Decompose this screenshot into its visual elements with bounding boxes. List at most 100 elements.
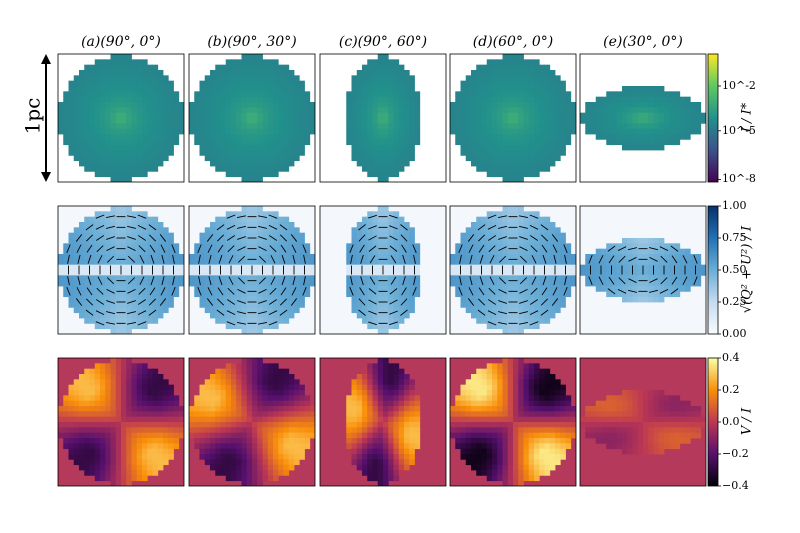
heatmap-cell <box>539 238 545 244</box>
heatmap-cell <box>89 259 96 266</box>
heatmap-cell <box>299 286 305 292</box>
heatmap-cell <box>73 400 80 407</box>
polarization-vector <box>171 286 176 296</box>
polarization-vector <box>671 255 678 264</box>
heatmap-cell <box>220 238 227 244</box>
heatmap-cell <box>388 291 394 298</box>
polarization-vector <box>479 254 484 264</box>
heatmap-cell <box>507 150 514 156</box>
heatmap-cell <box>236 264 242 271</box>
polarization-vector <box>529 321 539 326</box>
heatmap-cell <box>121 54 127 60</box>
heatmap-cell <box>168 280 174 287</box>
heatmap-cell <box>695 275 702 282</box>
heatmap-cell <box>194 432 200 439</box>
heatmap-cell <box>590 102 597 108</box>
heatmap-cell <box>377 118 384 124</box>
heatmap-cell <box>115 470 122 476</box>
heatmap-cell <box>252 216 258 223</box>
heatmap-cell <box>372 139 379 146</box>
heatmap-cell <box>100 123 106 130</box>
heatmap-cell <box>278 406 284 412</box>
heatmap-cell <box>481 155 488 162</box>
heatmap-cell <box>110 323 117 330</box>
heatmap-cell <box>679 275 686 282</box>
heatmap-cell <box>398 86 405 92</box>
heatmap-cell <box>94 150 101 156</box>
heatmap-cell <box>215 128 221 135</box>
heatmap-cell <box>110 96 117 103</box>
heatmap-cell <box>267 318 274 324</box>
heatmap-cell <box>73 155 80 162</box>
heatmap-cell <box>105 390 111 396</box>
heatmap-cell <box>393 112 400 119</box>
heatmap-cell <box>204 427 211 434</box>
heatmap-cell <box>278 144 284 151</box>
heatmap-cell <box>163 406 169 412</box>
heatmap-cell <box>346 432 352 439</box>
heatmap-cell <box>204 448 211 455</box>
heatmap-cell <box>549 160 556 167</box>
heatmap-cell <box>528 166 535 172</box>
heatmap-cell <box>231 264 237 271</box>
heatmap-cell <box>257 480 263 486</box>
heatmap-cell <box>157 80 164 87</box>
heatmap-cell <box>476 232 482 239</box>
heatmap-cell <box>288 422 295 428</box>
heatmap-cell <box>669 123 675 130</box>
heatmap-cell <box>257 128 263 135</box>
polarization-vector <box>216 298 225 306</box>
heatmap-cell <box>267 64 274 71</box>
heatmap-cell <box>601 128 607 135</box>
heatmap-cell <box>210 384 216 391</box>
heatmap-cell <box>152 379 159 386</box>
heatmap-cell <box>486 160 493 167</box>
heatmap-cell <box>204 134 211 140</box>
heatmap-cell <box>502 70 509 76</box>
heatmap-cell <box>658 243 665 250</box>
heatmap-cell <box>131 318 138 324</box>
heatmap-cell <box>534 296 540 303</box>
heatmap-cell <box>648 259 654 266</box>
heatmap-cell <box>163 454 169 460</box>
heatmap-cell <box>367 390 373 396</box>
heatmap-cell <box>502 176 509 182</box>
heatmap-cell <box>126 139 132 146</box>
heatmap-cell <box>110 176 117 182</box>
panel-inferno-3 <box>320 358 446 486</box>
polarization-vector <box>487 214 497 219</box>
heatmap-cell <box>110 238 117 244</box>
heatmap-cell <box>309 275 315 282</box>
heatmap-cell <box>126 358 132 364</box>
polarization-vector <box>95 214 105 219</box>
heatmap-cell <box>79 227 85 234</box>
heatmap-cell <box>94 91 101 98</box>
heatmap-cell <box>121 227 127 234</box>
heatmap-cell <box>497 238 503 244</box>
heatmap-cell <box>252 286 258 292</box>
heatmap-cell <box>570 259 576 266</box>
polarization-vector <box>207 244 213 253</box>
heatmap-cell <box>383 296 389 303</box>
heatmap-cell <box>115 86 122 92</box>
heatmap-cell <box>351 390 358 396</box>
heatmap-cell <box>362 459 368 466</box>
heatmap-cell <box>299 86 305 92</box>
heatmap-cell <box>502 118 509 124</box>
heatmap-cell <box>115 134 122 140</box>
heatmap-cell <box>105 144 111 151</box>
heatmap-cell <box>471 107 477 114</box>
heatmap-cell <box>388 264 394 271</box>
heatmap-cell <box>372 166 379 172</box>
heatmap-cell <box>136 254 143 260</box>
heatmap-cell <box>674 243 681 250</box>
heatmap-cell <box>231 432 237 439</box>
heatmap-cell <box>523 75 530 82</box>
heatmap-cell <box>236 211 242 218</box>
heatmap-cell <box>539 64 545 71</box>
heatmap-cell <box>606 91 612 98</box>
heatmap-cell <box>215 307 221 314</box>
heatmap-cell <box>585 275 591 282</box>
heatmap-cell <box>616 118 623 124</box>
heatmap-cell <box>377 312 384 319</box>
